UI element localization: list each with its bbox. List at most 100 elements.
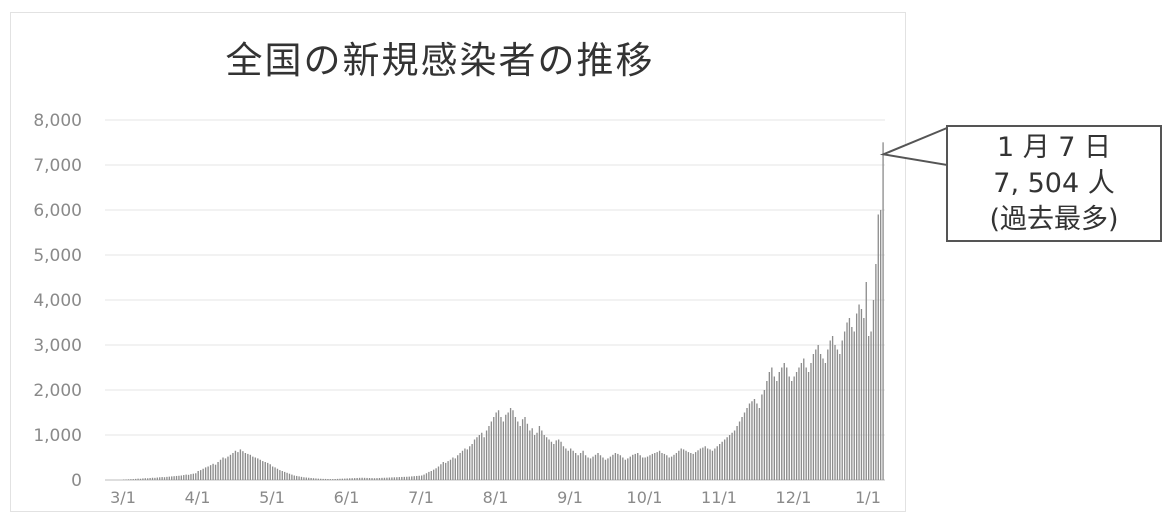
bar [517, 421, 519, 480]
bar [644, 457, 646, 480]
bar [142, 478, 144, 480]
bar [661, 453, 663, 480]
bar [786, 367, 788, 480]
bar [803, 358, 805, 480]
bar [254, 457, 256, 480]
bar [237, 452, 239, 480]
bar [305, 477, 307, 480]
bar [753, 399, 756, 480]
bar [751, 401, 753, 480]
bar [851, 327, 853, 480]
bar [805, 367, 807, 480]
bar [272, 466, 274, 480]
bar [459, 453, 461, 480]
bar [495, 412, 497, 480]
bar [156, 477, 158, 480]
bar [706, 448, 709, 480]
bar [602, 457, 604, 480]
bar [366, 477, 368, 480]
bar [381, 477, 383, 480]
bar [524, 417, 526, 480]
bar [135, 478, 137, 481]
bar [232, 453, 234, 480]
bar [699, 448, 702, 480]
bar [704, 446, 706, 480]
bar [870, 331, 872, 480]
bar [473, 439, 476, 480]
bar [682, 449, 685, 480]
bar [411, 476, 413, 480]
bar [291, 474, 293, 480]
bar [425, 473, 428, 480]
bar [788, 376, 790, 480]
bar [597, 453, 599, 480]
bar [533, 435, 536, 480]
callout-pointer [879, 126, 948, 167]
bar [617, 453, 619, 480]
bar [634, 453, 636, 480]
bar [416, 475, 418, 480]
bar [396, 477, 398, 480]
bar [619, 455, 622, 480]
bar [324, 478, 327, 480]
bar [286, 472, 288, 480]
bar [819, 354, 822, 480]
bar [127, 479, 130, 480]
bar [668, 457, 670, 480]
bar [529, 430, 531, 480]
x-tick-label: 10/1 [627, 488, 663, 507]
bar [716, 446, 718, 480]
bar [264, 462, 266, 480]
bar [858, 304, 860, 480]
bar [680, 448, 682, 480]
bar [252, 456, 254, 480]
bar [865, 282, 867, 480]
bar [526, 423, 529, 480]
bar [736, 426, 738, 480]
bar [519, 426, 521, 480]
bar [192, 473, 195, 480]
bar [447, 461, 449, 480]
bar [673, 454, 675, 480]
grid-layer [105, 119, 885, 481]
bar [502, 421, 505, 480]
bar [587, 457, 589, 480]
bar [166, 476, 168, 480]
bar [848, 318, 851, 480]
bar [204, 467, 207, 480]
bar [741, 417, 743, 480]
bar [709, 449, 711, 480]
bars-layer [123, 142, 884, 481]
bar [440, 464, 442, 480]
bar [212, 463, 214, 480]
bar [497, 410, 500, 480]
bar [599, 455, 602, 480]
bar [831, 336, 834, 480]
bar [793, 376, 795, 480]
x-tick-label: 12/1 [776, 488, 812, 507]
bar [810, 363, 812, 480]
bar [408, 476, 410, 481]
bar [139, 478, 142, 480]
bar [875, 264, 877, 480]
bar [430, 471, 432, 480]
bar [791, 381, 793, 480]
bar [130, 479, 132, 480]
bar [437, 466, 440, 480]
bar [300, 476, 303, 480]
x-tick-label: 9/1 [557, 488, 583, 507]
bar [423, 474, 425, 480]
bar [393, 477, 396, 480]
bar [584, 455, 587, 480]
bar [406, 476, 408, 480]
bar [183, 475, 185, 480]
bar [229, 454, 232, 480]
bar [666, 455, 668, 480]
chart-frame [10, 12, 906, 512]
bar [137, 478, 139, 480]
bar [274, 467, 276, 480]
bar [418, 475, 420, 480]
bar [624, 459, 626, 480]
bar [454, 458, 456, 480]
bar [222, 457, 224, 480]
